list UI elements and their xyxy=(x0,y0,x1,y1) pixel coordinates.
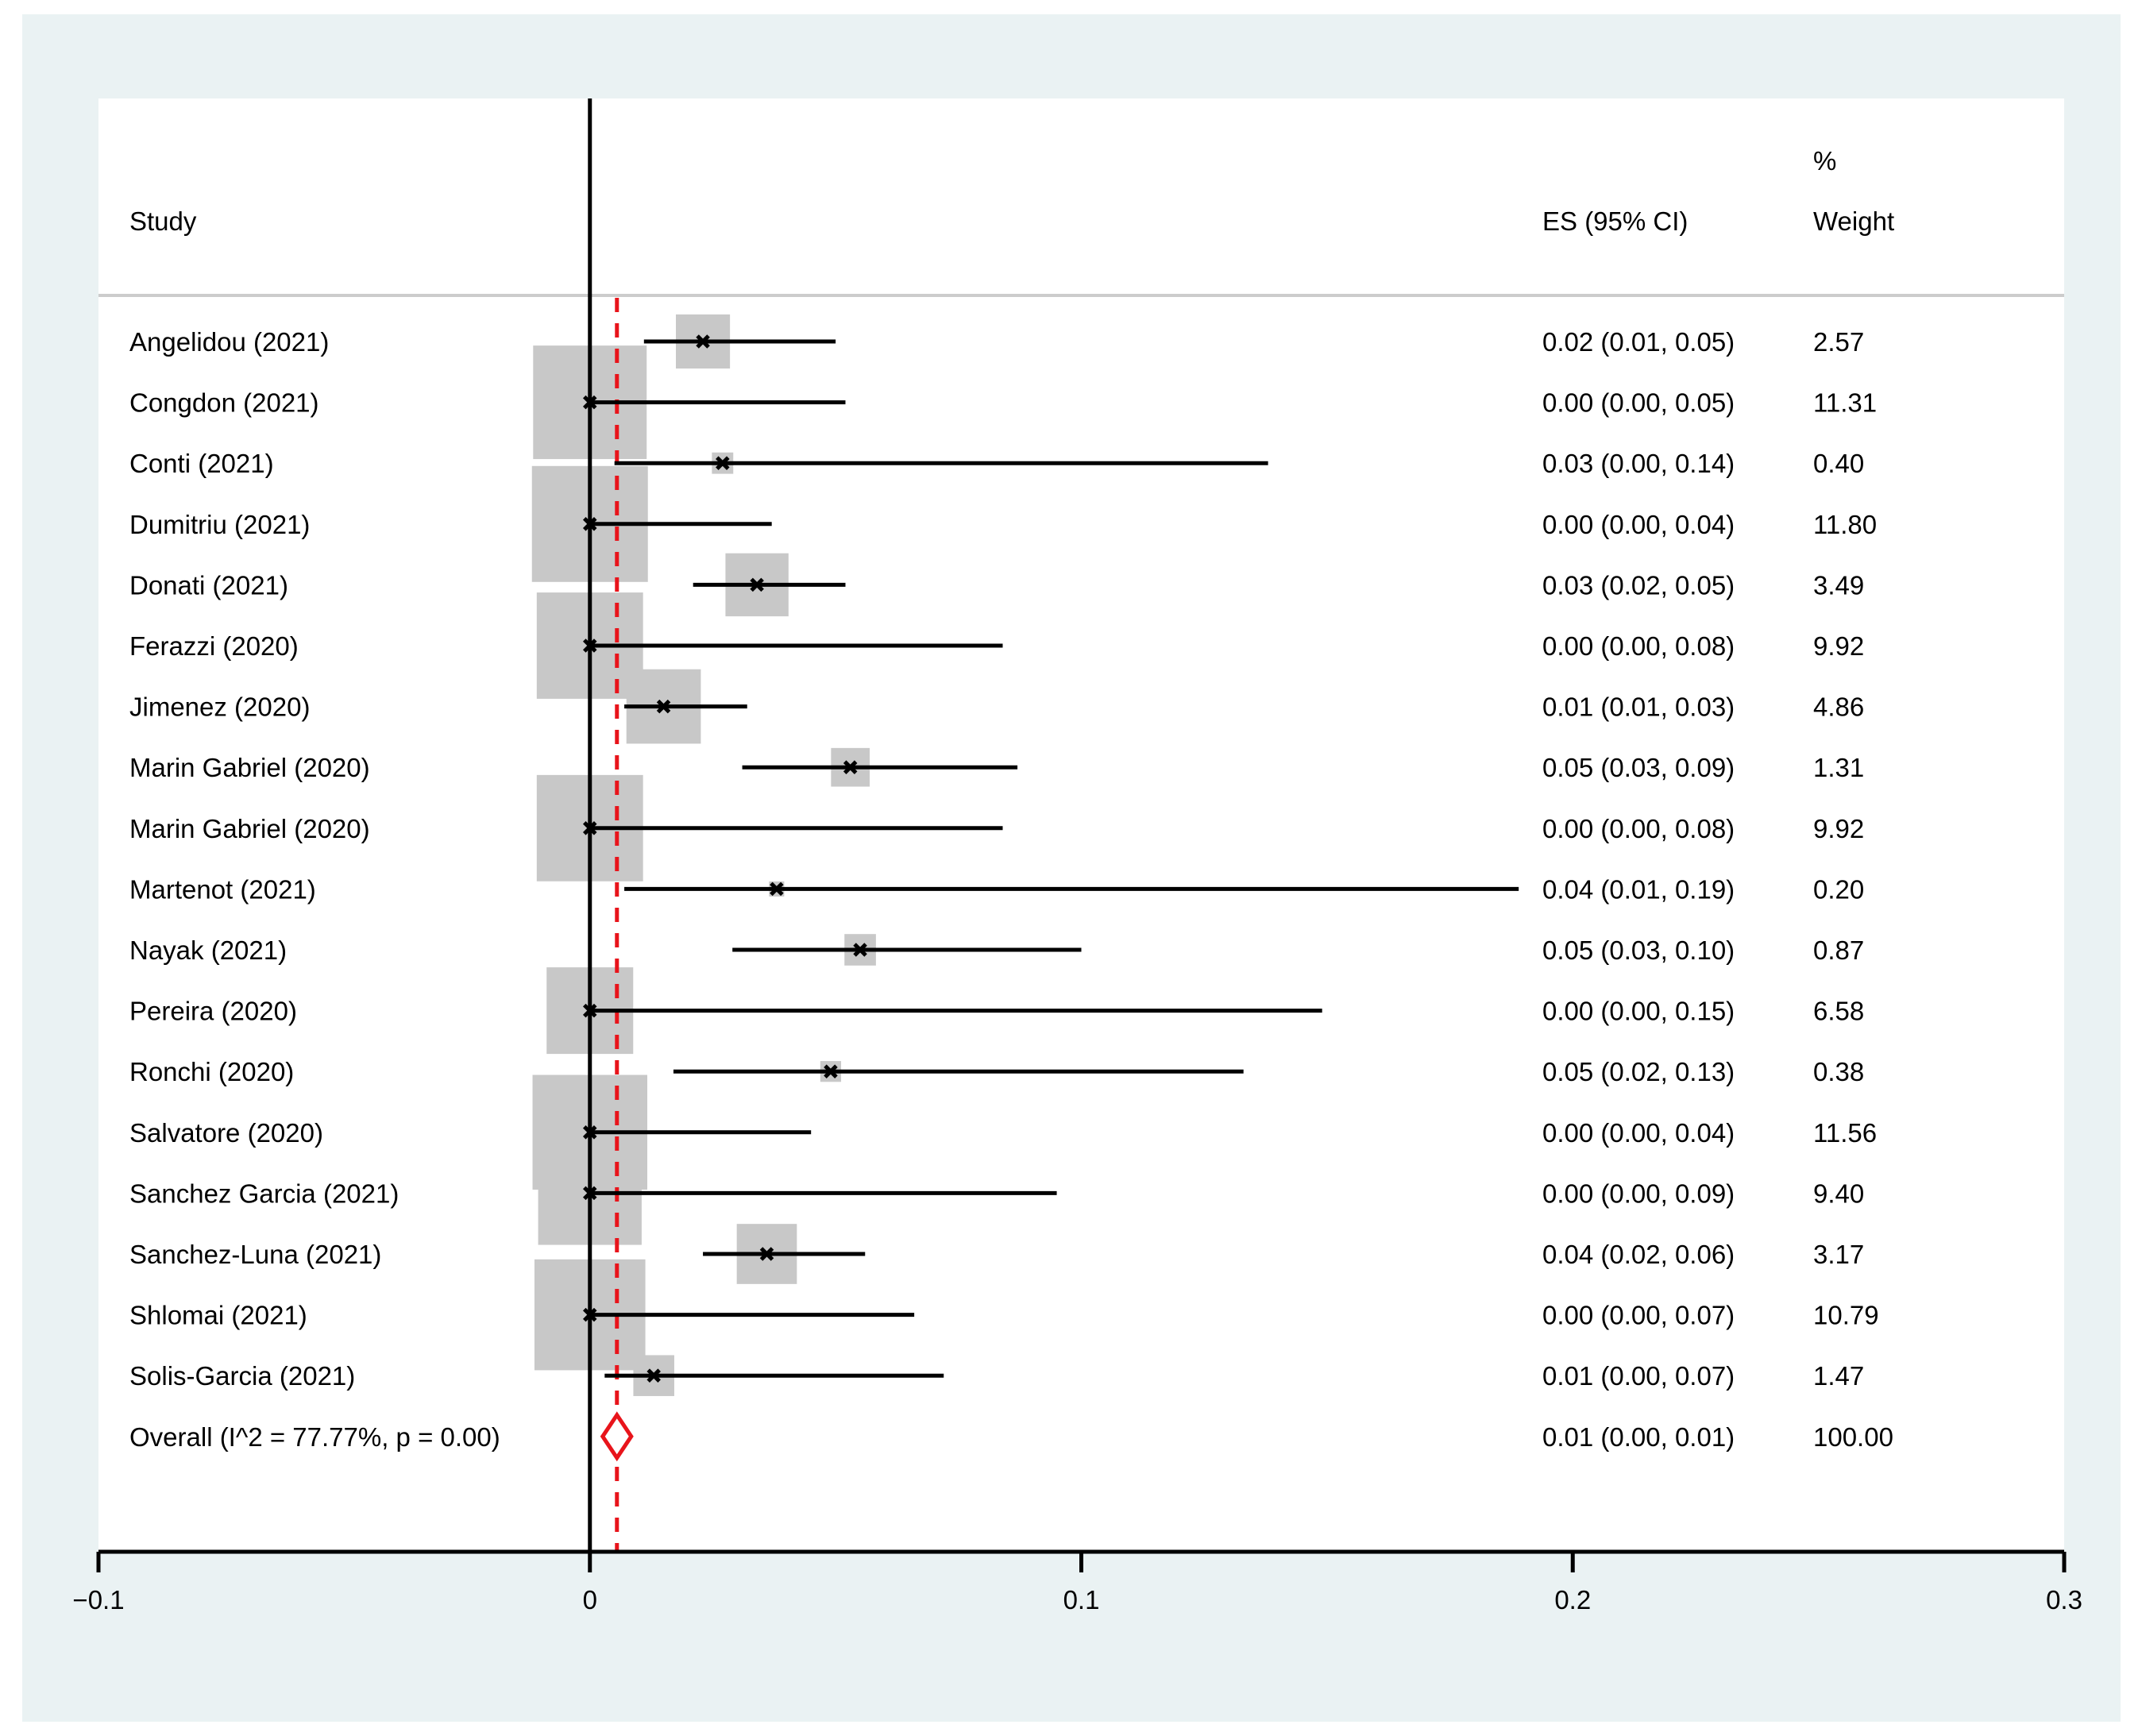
plot-area xyxy=(98,98,2064,1552)
ci-text: 0.02 (0.01, 0.05) xyxy=(1542,327,1735,357)
study-label: Donati (2021) xyxy=(129,570,288,600)
point-estimate-marker xyxy=(750,577,764,592)
point-estimate-marker xyxy=(582,1003,597,1018)
x-tick-label: 0 xyxy=(583,1585,597,1614)
point-estimate-marker xyxy=(646,1368,661,1383)
study-label: Ronchi (2020) xyxy=(129,1057,294,1086)
ci-text: 0.00 (0.00, 0.04) xyxy=(1542,510,1735,539)
study-label: Angelidou (2021) xyxy=(129,327,329,357)
weight-header: Weight xyxy=(1813,206,1894,236)
ci-text: 0.04 (0.02, 0.06) xyxy=(1542,1240,1735,1269)
weight-text: 9.40 xyxy=(1813,1179,1864,1208)
study-label: Jimenez (2020) xyxy=(129,692,310,722)
study-header: Study xyxy=(129,206,197,236)
study-label: Solis-Garcia (2021) xyxy=(129,1361,355,1391)
study-label: Shlomai (2021) xyxy=(129,1301,307,1330)
ci-text: 0.03 (0.02, 0.05) xyxy=(1542,570,1735,600)
overall-ci-text: 0.01 (0.00, 0.01) xyxy=(1542,1422,1735,1452)
weight-text: 3.17 xyxy=(1813,1240,1864,1269)
ci-text: 0.00 (0.00, 0.07) xyxy=(1542,1301,1735,1330)
confidence-intervals xyxy=(582,334,1519,1462)
weight-text: 9.92 xyxy=(1813,814,1864,843)
ci-text: 0.05 (0.03, 0.10) xyxy=(1542,936,1735,965)
overall-weight-text: 100.00 xyxy=(1813,1422,1893,1452)
weight-text: 0.87 xyxy=(1813,936,1864,965)
weight-text: 0.20 xyxy=(1813,874,1864,904)
weight-text: 9.92 xyxy=(1813,631,1864,661)
weight-text: 3.49 xyxy=(1813,570,1864,600)
weight-text: 0.38 xyxy=(1813,1057,1864,1086)
point-estimate-marker xyxy=(582,638,597,653)
x-tick-label: 0.1 xyxy=(1063,1585,1100,1614)
es-header: ES (95% CI) xyxy=(1542,206,1688,236)
point-estimate-marker xyxy=(853,943,867,957)
weight-text: 11.80 xyxy=(1813,510,1877,539)
ci-text: 0.00 (0.00, 0.15) xyxy=(1542,997,1735,1026)
point-estimate-marker xyxy=(582,1307,597,1322)
ci-text: 0.01 (0.00, 0.07) xyxy=(1542,1361,1735,1391)
x-tick-label: 0.2 xyxy=(1554,1585,1591,1614)
point-estimate-marker xyxy=(770,882,784,897)
weight-text: 1.31 xyxy=(1813,753,1864,782)
x-tick-label: −0.1 xyxy=(72,1585,124,1614)
ci-text: 0.05 (0.03, 0.09) xyxy=(1542,753,1735,782)
weight-text: 4.86 xyxy=(1813,692,1864,722)
weight-text: 0.40 xyxy=(1813,449,1864,478)
ci-text: 0.00 (0.00, 0.08) xyxy=(1542,814,1735,843)
ci-text: 0.05 (0.02, 0.13) xyxy=(1542,1057,1735,1086)
point-estimate-marker xyxy=(824,1064,838,1078)
weight-text: 6.58 xyxy=(1813,997,1864,1026)
weight-text: 1.47 xyxy=(1813,1361,1864,1391)
weight-text: 2.57 xyxy=(1813,327,1864,357)
study-label: Congdon (2021) xyxy=(129,388,319,418)
overall-label: Overall (I^2 = 77.77%, p = 0.00) xyxy=(129,1422,500,1452)
ci-text: 0.00 (0.00, 0.04) xyxy=(1542,1118,1735,1148)
ci-text: 0.01 (0.01, 0.03) xyxy=(1542,692,1735,722)
point-estimate-marker xyxy=(843,760,858,774)
ci-text: 0.00 (0.00, 0.05) xyxy=(1542,388,1735,418)
study-label: Pereira (2020) xyxy=(129,997,297,1026)
study-labels: Angelidou (2021) 0.02 (0.01, 0.05) 2.57 Con… xyxy=(129,327,1893,1452)
weight-text: 10.79 xyxy=(1813,1301,1879,1330)
point-estimate-marker xyxy=(696,334,710,349)
ci-text: 0.03 (0.00, 0.14) xyxy=(1542,449,1735,478)
ci-text: 0.00 (0.00, 0.09) xyxy=(1542,1179,1735,1208)
study-label: Nayak (2021) xyxy=(129,936,287,965)
weight-text: 11.31 xyxy=(1813,388,1877,418)
study-label: Salvatore (2020) xyxy=(129,1118,323,1148)
ci-text: 0.00 (0.00, 0.08) xyxy=(1542,631,1735,661)
point-estimate-marker xyxy=(582,395,597,410)
study-label: Ferazzi (2020) xyxy=(129,631,299,661)
point-estimate-marker xyxy=(759,1247,774,1261)
study-label: Sanchez Garcia (2021) xyxy=(129,1179,399,1208)
x-tick-label: 0.3 xyxy=(2046,1585,2082,1614)
point-estimate-marker xyxy=(716,456,730,470)
point-estimate-marker xyxy=(582,1125,597,1140)
study-label: Marin Gabriel (2020) xyxy=(129,814,370,843)
weight-text: 11.56 xyxy=(1813,1118,1877,1148)
study-label: Marin Gabriel (2020) xyxy=(129,753,370,782)
x-axis: −0.1 0 0.1 0.2 0.3 xyxy=(72,1549,2082,1614)
point-estimate-marker xyxy=(582,821,597,835)
point-estimate-marker xyxy=(582,517,597,531)
point-estimate-marker xyxy=(656,699,671,714)
ci-text: 0.04 (0.01, 0.19) xyxy=(1542,874,1735,904)
overall-diamond xyxy=(600,1411,634,1462)
study-label: Conti (2021) xyxy=(129,449,274,478)
study-label: Sanchez-Luna (2021) xyxy=(129,1240,381,1269)
weight-header-percent: % xyxy=(1813,146,1836,176)
study-label: Martenot (2021) xyxy=(129,874,316,904)
point-estimate-marker xyxy=(582,1186,597,1201)
study-label: Dumitriu (2021) xyxy=(129,510,310,539)
